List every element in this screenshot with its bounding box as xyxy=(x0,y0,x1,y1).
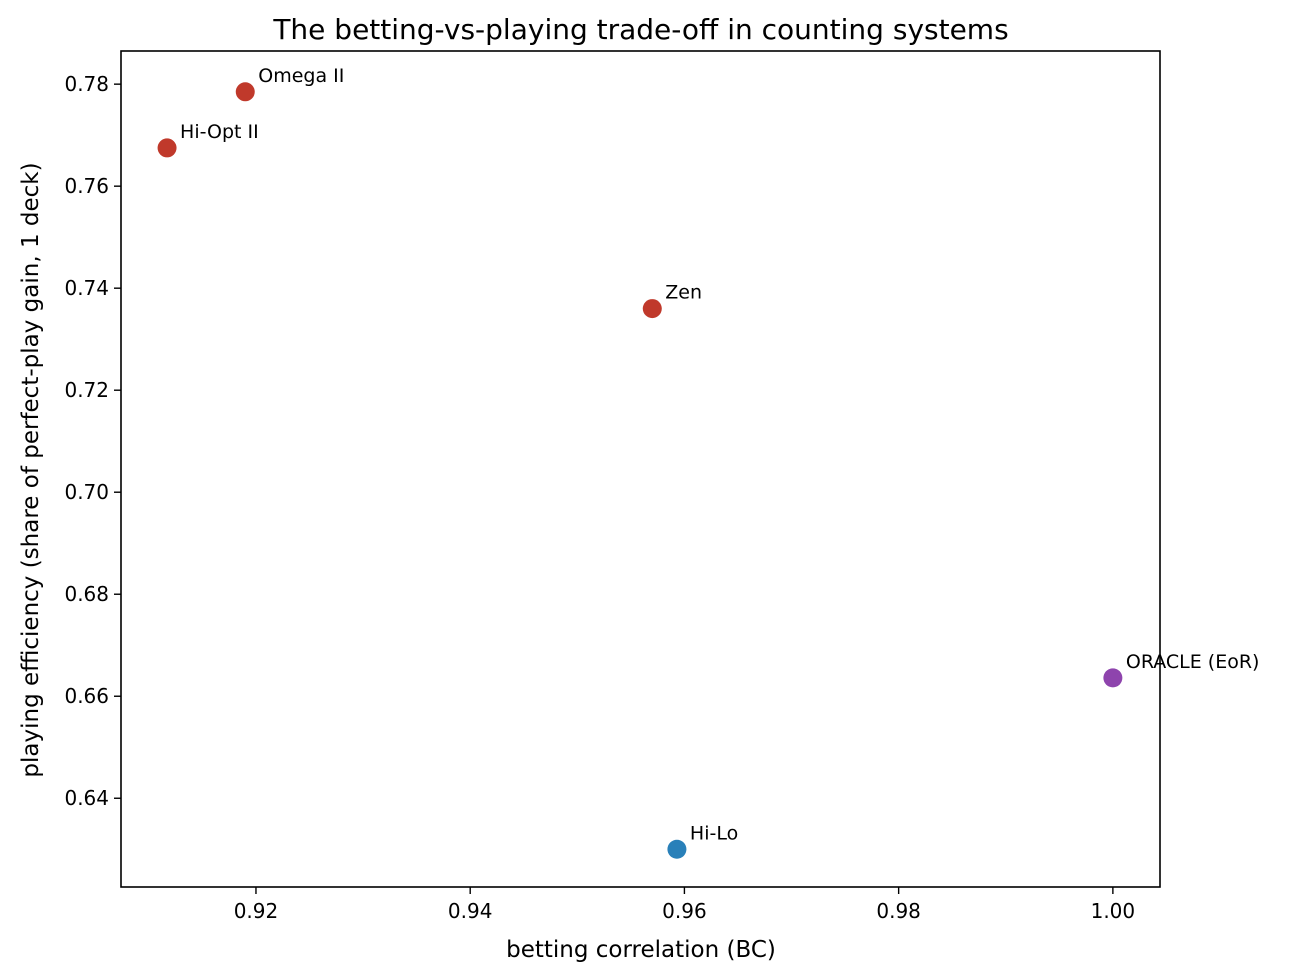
data-point xyxy=(1103,668,1123,688)
data-point-label: Omega II xyxy=(258,65,344,87)
x-tick-label: 0.94 xyxy=(448,899,493,923)
x-axis-label: betting correlation (BC) xyxy=(506,937,776,963)
y-tick-label: 0.66 xyxy=(64,684,109,708)
x-tick-label: 0.98 xyxy=(876,899,921,923)
x-tick-label: 1.00 xyxy=(1091,899,1136,923)
data-point-label: Zen xyxy=(665,282,702,304)
x-tick-label: 0.96 xyxy=(662,899,707,923)
y-tick-label: 0.78 xyxy=(64,72,109,96)
y-tick-label: 0.68 xyxy=(64,582,109,606)
x-axis: 0.92 0.94 0.96 0.98 1.00 xyxy=(234,887,1135,923)
data-point-label: Hi-Lo xyxy=(690,822,738,844)
chart-title: The betting-vs-playing trade-off in coun… xyxy=(272,13,1008,46)
data-point xyxy=(235,82,255,102)
data-point-label: Hi-Opt II xyxy=(180,121,259,143)
y-axis-label: playing efficiency (share of perfect-pla… xyxy=(18,162,44,777)
data-points: Omega II Hi-Opt II Zen ORACLE (EoR) Hi-Lo xyxy=(157,65,1260,859)
y-tick-label: 0.70 xyxy=(64,480,109,504)
data-point xyxy=(667,839,687,859)
data-point xyxy=(157,138,177,158)
data-point-label: ORACLE (EoR) xyxy=(1126,651,1260,673)
y-tick-label: 0.76 xyxy=(64,174,109,198)
y-tick-label: 0.74 xyxy=(64,276,109,300)
y-tick-label: 0.72 xyxy=(64,378,109,402)
plot-frame xyxy=(120,50,1161,888)
data-point xyxy=(642,299,662,319)
y-tick-label: 0.64 xyxy=(64,786,109,810)
y-axis: 0.64 0.66 0.68 0.70 0.72 0.74 0.76 0.78 xyxy=(64,72,121,810)
x-tick-label: 0.92 xyxy=(234,899,279,923)
